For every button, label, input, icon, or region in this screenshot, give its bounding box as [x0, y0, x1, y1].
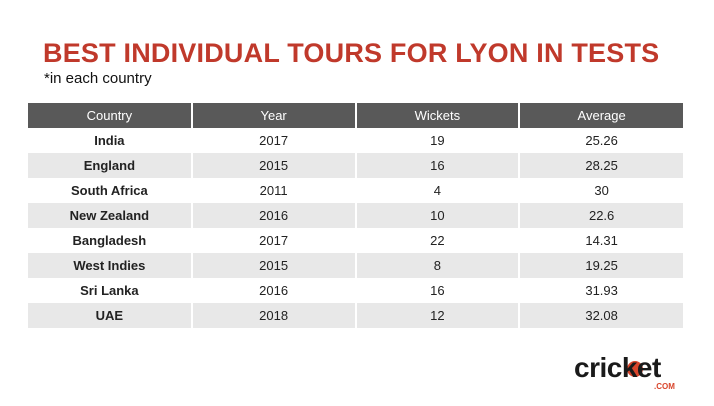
year-cell: 2016: [191, 278, 357, 303]
average-cell: 30: [519, 178, 683, 203]
country-cell: England: [28, 153, 193, 178]
logo-wordmark: cricket: [574, 352, 661, 383]
table-body: India 2017 19 25.26 England 2015 16 28.25 South …: [28, 128, 683, 328]
stats-table: Country Year Wickets Average India 2017 19…: [28, 103, 683, 328]
wickets-cell: 22: [355, 228, 521, 253]
average-cell: 14.31: [519, 228, 683, 253]
wickets-cell: 12: [355, 303, 521, 328]
country-cell: West Indies: [28, 253, 193, 278]
table-row: New Zealand 2016 10 22.6: [28, 203, 683, 228]
table-row: UAE 2018 12 32.08: [28, 303, 683, 328]
year-cell: 2015: [191, 153, 357, 178]
table-header-row: Country Year Wickets Average: [28, 103, 683, 128]
average-cell: 32.08: [519, 303, 683, 328]
wickets-cell: 4: [355, 178, 521, 203]
average-cell: 19.25: [519, 253, 683, 278]
column-header-wickets: Wickets: [355, 103, 521, 128]
wickets-cell: 19: [355, 128, 521, 153]
wickets-cell: 16: [355, 153, 521, 178]
country-cell: UAE: [28, 303, 193, 328]
table-row: India 2017 19 25.26: [28, 128, 683, 153]
year-cell: 2011: [191, 178, 357, 203]
cricket-ball-icon: [627, 361, 643, 377]
year-cell: 2016: [191, 203, 357, 228]
country-cell: Sri Lanka: [28, 278, 193, 303]
country-cell: Bangladesh: [28, 228, 193, 253]
logo-domain: .COM: [654, 382, 675, 391]
country-cell: India: [28, 128, 193, 153]
column-header-year: Year: [191, 103, 357, 128]
chart-title: BEST INDIVIDUAL TOURS FOR LYON IN TESTS: [43, 38, 660, 68]
average-cell: 28.25: [519, 153, 683, 178]
chart-subtitle: *in each country: [44, 70, 152, 87]
table-row: West Indies 2015 8 19.25: [28, 253, 683, 278]
average-cell: 25.26: [519, 128, 683, 153]
table-row: Bangladesh 2017 22 14.31: [28, 228, 683, 253]
year-cell: 2015: [191, 253, 357, 278]
wickets-cell: 10: [355, 203, 521, 228]
year-cell: 2017: [191, 128, 357, 153]
average-cell: 31.93: [519, 278, 683, 303]
country-cell: New Zealand: [28, 203, 193, 228]
average-cell: 22.6: [519, 203, 683, 228]
column-header-country: Country: [28, 103, 193, 128]
year-cell: 2018: [191, 303, 357, 328]
cricket-com-logo: cricket .COM: [574, 352, 686, 392]
wickets-cell: 8: [355, 253, 521, 278]
wickets-cell: 16: [355, 278, 521, 303]
table-row: South Africa 2011 4 30: [28, 178, 683, 203]
column-header-average: Average: [519, 103, 683, 128]
table-row: Sri Lanka 2016 16 31.93: [28, 278, 683, 303]
table-row: England 2015 16 28.25: [28, 153, 683, 178]
country-cell: South Africa: [28, 178, 193, 203]
year-cell: 2017: [191, 228, 357, 253]
